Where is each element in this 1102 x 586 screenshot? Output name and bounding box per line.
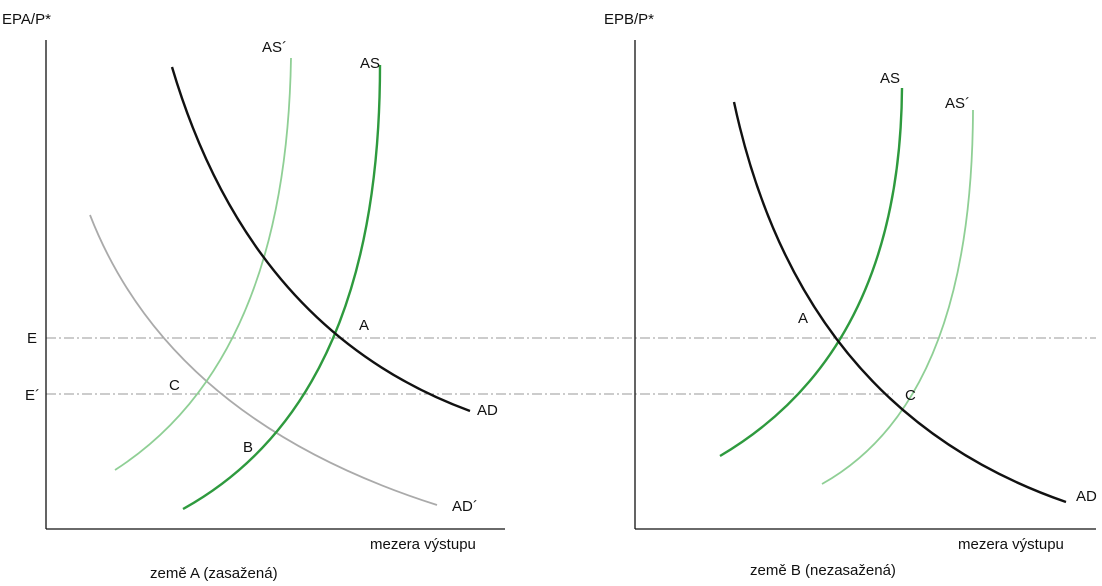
left-ad-label: AD xyxy=(477,402,498,419)
right-as-prime-label: AS´ xyxy=(945,95,970,112)
right-point-a-label: A xyxy=(798,310,808,327)
left-as-curve xyxy=(182,64,382,511)
left-point-a-label: A xyxy=(359,317,369,334)
left-ad-prime-label: AD´ xyxy=(452,498,478,515)
right-ad-curve xyxy=(732,101,1067,504)
right-ad-label: AD xyxy=(1076,488,1097,505)
level-label-e: E xyxy=(27,330,37,347)
level-label-e-prime: E´ xyxy=(25,387,40,404)
left-x-axis-label: mezera výstupu xyxy=(370,536,476,553)
left-as-prime-label: AS´ xyxy=(262,39,287,56)
left-as-label: AS xyxy=(360,55,380,72)
left-caption: země A (zasažená) xyxy=(150,565,278,581)
right-caption: země B (nezasažená) xyxy=(750,562,896,579)
right-y-axis-label: EPB/P* xyxy=(604,11,654,28)
left-as-prime-curve xyxy=(114,57,292,471)
left-panel: EPA/P* mezera výstupu země A (zasažená) … xyxy=(2,11,505,582)
left-point-c-label: C xyxy=(169,377,180,394)
right-as-curve xyxy=(719,87,904,458)
left-point-b-label: B xyxy=(243,439,253,456)
right-as-label: AS xyxy=(880,70,900,87)
left-ad-prime-curve xyxy=(89,214,438,506)
right-point-c-label: C xyxy=(905,387,916,404)
right-panel: EPB/P* mezera výstupu země B (nezasažená… xyxy=(604,11,1097,579)
left-y-axis-label: EPA/P* xyxy=(2,11,51,28)
right-x-axis-label: mezera výstupu xyxy=(958,536,1064,553)
right-as-prime-curve xyxy=(821,109,974,485)
left-ad-curve xyxy=(170,66,471,413)
